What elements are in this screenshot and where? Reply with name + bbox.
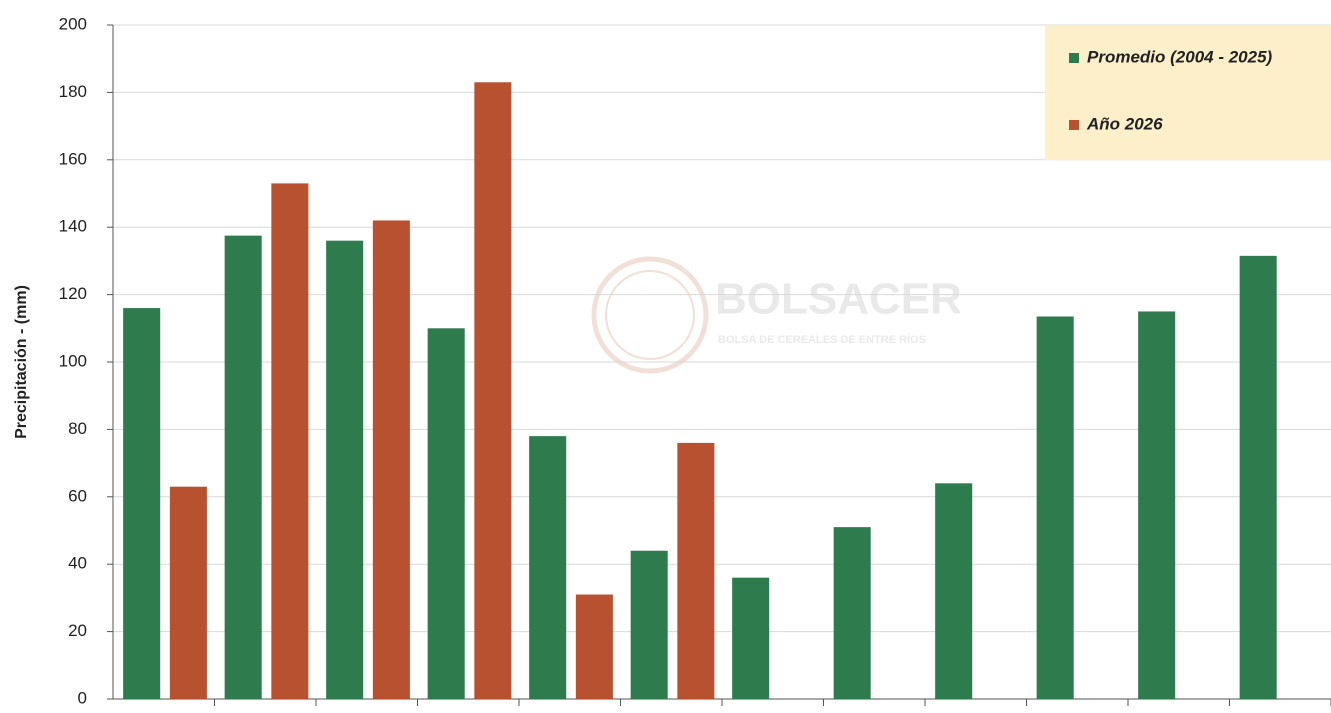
y-tick-label: 20: [68, 621, 87, 640]
bar: [224, 235, 262, 699]
y-tick-label: 200: [59, 14, 87, 33]
bar: [169, 486, 207, 699]
bar: [935, 483, 973, 699]
watermark-subtext: BOLSA DE CEREALES DE ENTRE RÍOS: [718, 333, 926, 346]
y-tick-label: 120: [59, 284, 87, 303]
bar: [529, 436, 567, 699]
bar: [427, 328, 465, 699]
y-tick-label: 0: [78, 688, 87, 707]
legend-box: [1045, 25, 1331, 160]
bar: [474, 82, 512, 700]
y-tick-label: 140: [59, 217, 87, 236]
bar: [271, 183, 309, 699]
bar: [1036, 316, 1074, 699]
bar: [575, 594, 613, 699]
watermark-logo-inner: [605, 270, 695, 360]
bar: [732, 577, 770, 699]
watermark-logo: [591, 256, 709, 374]
y-tick-label: 160: [59, 149, 87, 168]
y-tick-label: 180: [59, 82, 87, 101]
legend-swatch: [1069, 120, 1079, 130]
bar: [1239, 255, 1277, 699]
y-tick-label: 100: [59, 351, 87, 370]
y-axis-label: Precipitación - (mm): [13, 285, 30, 439]
legend-label: Año 2026: [1086, 114, 1163, 133]
y-tick-label: 80: [68, 419, 87, 438]
legend-label: Promedio (2004 - 2025): [1087, 47, 1273, 66]
bar: [630, 550, 668, 699]
legend-swatch: [1069, 53, 1079, 63]
y-tick-label: 60: [68, 486, 87, 505]
watermark: BOLSACER BOLSA DE CEREALES DE ENTRE RÍOS: [591, 256, 962, 374]
bar: [372, 220, 410, 699]
watermark-text: BOLSACER: [715, 275, 962, 324]
bar: [1138, 311, 1176, 699]
bar: [677, 442, 715, 699]
bar: [123, 308, 161, 699]
bar: [326, 240, 364, 699]
bar: [833, 527, 871, 699]
y-tick-label: 40: [68, 554, 87, 573]
